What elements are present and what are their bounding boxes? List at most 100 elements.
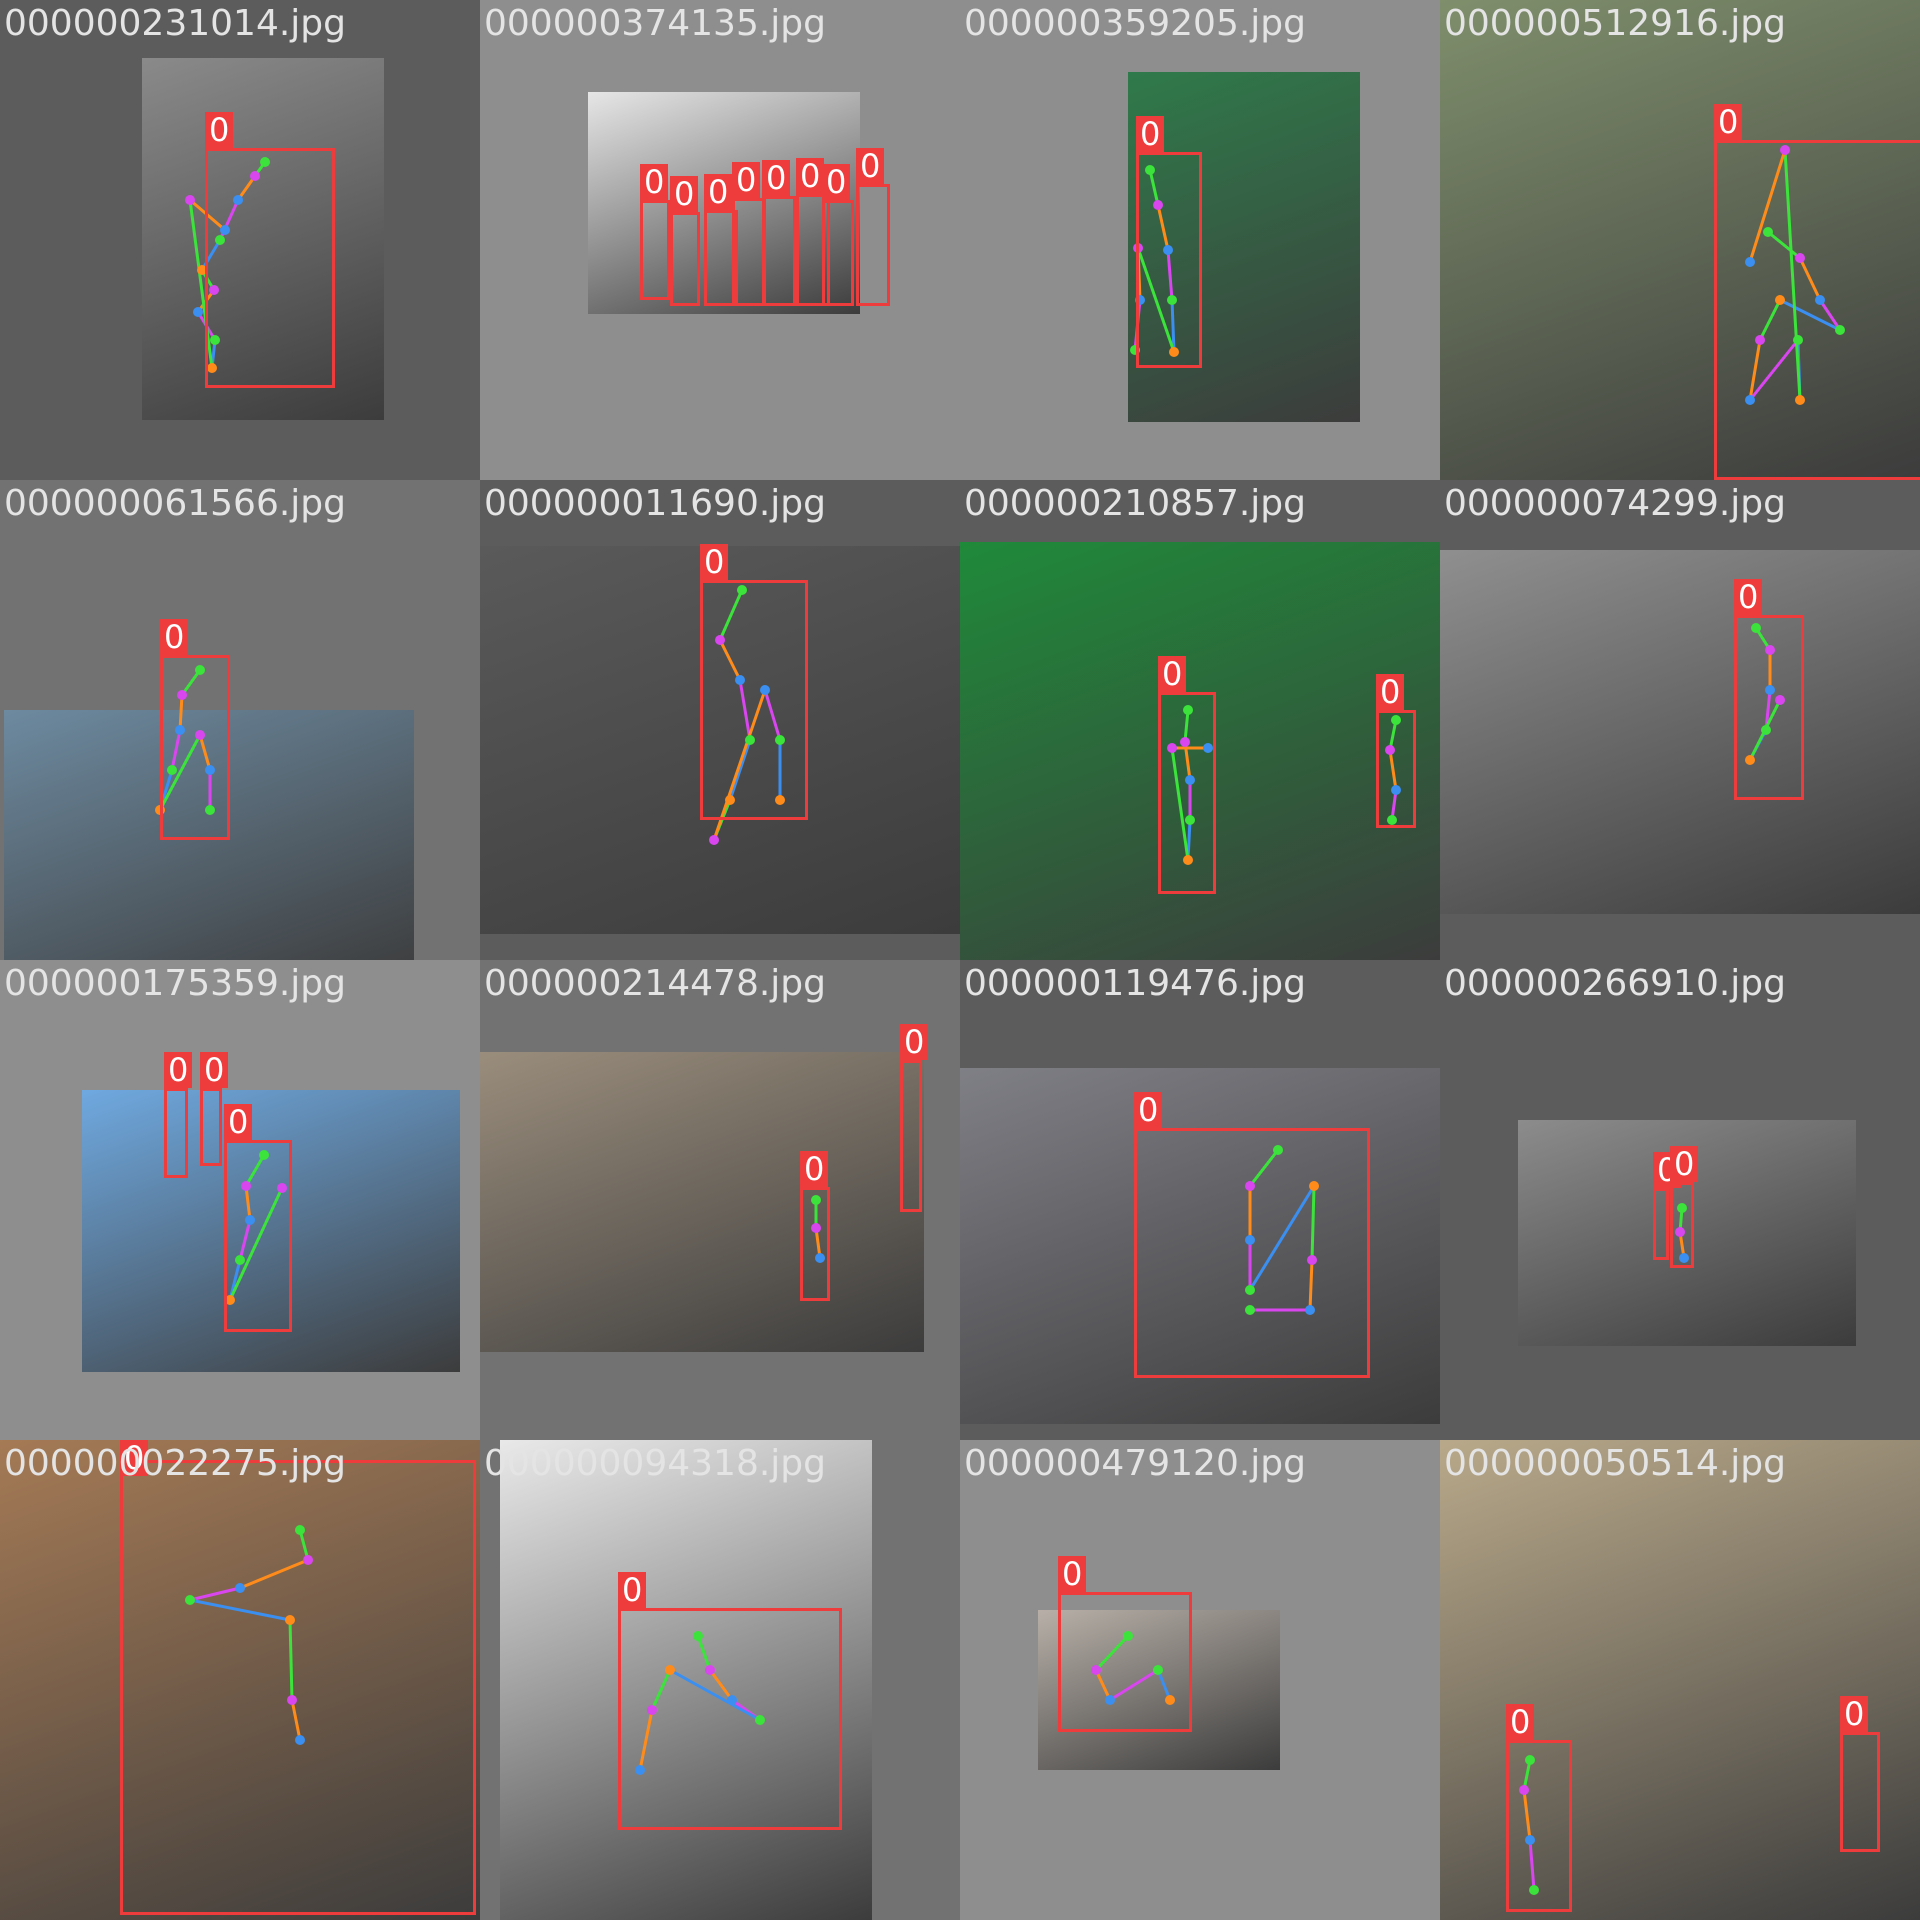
keypoint	[1519, 1785, 1529, 1795]
photo	[0, 1440, 480, 1920]
image-tile: 0 000000231014.jpg	[0, 0, 480, 480]
class-label: 0	[822, 164, 851, 200]
keypoint	[1180, 737, 1190, 747]
keypoint	[1167, 743, 1177, 753]
keypoint	[1761, 725, 1771, 735]
keypoint	[195, 730, 205, 740]
limb-line	[728, 739, 752, 801]
image-tile: 0 000000479120.jpg	[960, 1440, 1440, 1920]
class-label: 0	[796, 158, 825, 194]
limb-line	[1308, 1259, 1314, 1311]
keypoint	[193, 307, 203, 317]
keypoint	[1153, 1665, 1163, 1675]
limb-line	[1170, 747, 1190, 861]
detection-box	[1058, 1592, 1192, 1732]
keypoint	[1185, 775, 1195, 785]
keypoint	[220, 225, 230, 235]
keypoint	[1185, 815, 1195, 825]
class-label: 0	[1670, 1146, 1699, 1182]
detection-box	[732, 198, 766, 306]
limb-line	[198, 734, 212, 771]
pose-skeleton-overlay	[1745, 623, 1785, 765]
limb-line	[1248, 1149, 1280, 1187]
limb-line	[1798, 257, 1822, 301]
keypoint	[241, 1181, 251, 1191]
keypoint	[185, 195, 195, 205]
keypoint	[635, 1765, 645, 1775]
keypoint	[1795, 253, 1805, 263]
keypoint	[233, 195, 243, 205]
image-tile: 0 0 000000210857.jpg	[960, 480, 1440, 960]
keypoint	[209, 285, 219, 295]
pose-skeleton-overlay	[1091, 1631, 1175, 1705]
limb-line	[1748, 149, 1787, 263]
keypoint	[715, 635, 725, 645]
keypoint	[1153, 200, 1163, 210]
class-label: 0	[700, 544, 729, 580]
keypoint	[1529, 1885, 1539, 1895]
detection-box	[205, 148, 335, 388]
detection-box	[1670, 1182, 1694, 1268]
image-tile: 0 000000119476.jpg	[960, 960, 1440, 1440]
keypoint	[1305, 1305, 1315, 1315]
class-label: 0	[670, 176, 699, 212]
keypoint	[1775, 295, 1785, 305]
detection-box	[1653, 1188, 1669, 1260]
photo	[1440, 550, 1920, 914]
keypoint	[295, 1735, 305, 1745]
keypoint	[693, 1631, 703, 1641]
limb-line	[1758, 299, 1782, 341]
detection-box	[796, 194, 830, 306]
limb-line	[763, 689, 782, 741]
limb-line	[1388, 719, 1398, 751]
limb-line	[696, 1635, 712, 1671]
keypoint	[1745, 755, 1755, 765]
keypoint	[760, 685, 770, 695]
keypoint	[205, 765, 215, 775]
pose-skeleton-overlay	[709, 585, 785, 845]
class-label: 0	[1158, 656, 1187, 692]
keypoint	[215, 235, 225, 245]
keypoint	[725, 795, 735, 805]
keypoint	[727, 1695, 737, 1705]
detection-box	[704, 210, 738, 306]
keypoint	[207, 363, 217, 373]
detection-box	[1840, 1732, 1880, 1852]
detection-box	[200, 1088, 222, 1166]
limb-line	[1748, 339, 1762, 401]
class-label: 0	[1376, 674, 1405, 710]
keypoint	[1780, 145, 1790, 155]
photo	[960, 1068, 1440, 1424]
keypoint	[1309, 1181, 1319, 1191]
keypoint	[1765, 685, 1775, 695]
keypoint	[1105, 1695, 1115, 1705]
keypoint	[177, 690, 187, 700]
limb-line	[288, 1619, 294, 1701]
limb-line	[239, 1558, 309, 1590]
limb-line	[1522, 1759, 1532, 1791]
limb-line	[1248, 1185, 1316, 1291]
keypoint	[167, 765, 177, 775]
limb-line	[1522, 1789, 1532, 1841]
keypoint	[745, 735, 755, 745]
keypoint	[235, 1255, 245, 1265]
keypoint	[197, 265, 207, 275]
detection-box	[1734, 615, 1804, 800]
keypoint	[735, 675, 745, 685]
limb-line	[1166, 249, 1174, 301]
keypoint	[195, 665, 205, 675]
keypoint	[225, 1295, 235, 1305]
keypoint	[1245, 1235, 1255, 1245]
detection-box	[856, 184, 890, 306]
limb-line	[1109, 1668, 1159, 1702]
keypoint	[205, 805, 215, 815]
limb-line	[708, 1669, 734, 1701]
keypoint	[737, 585, 747, 595]
detection-box	[164, 1088, 188, 1178]
limb-line	[290, 1699, 302, 1741]
class-label: 0	[800, 1151, 829, 1187]
keypoint	[1525, 1755, 1535, 1765]
limb-line	[1170, 299, 1176, 353]
limb-line	[1388, 749, 1398, 791]
